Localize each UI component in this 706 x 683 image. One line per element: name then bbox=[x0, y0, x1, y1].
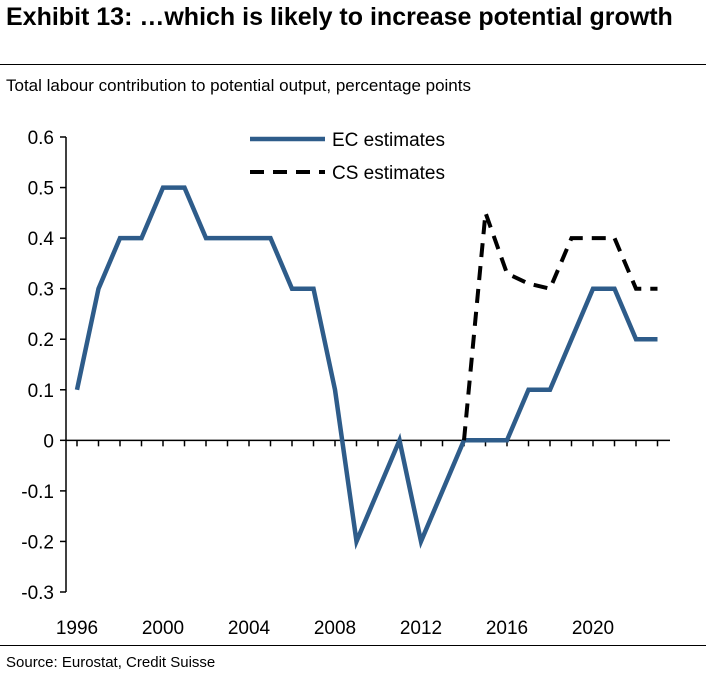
y-tick-label: 0.5 bbox=[28, 179, 54, 200]
source-note: Source: Eurostat, Credit Suisse bbox=[6, 654, 216, 671]
x-tick-label: 2004 bbox=[228, 618, 271, 639]
x-tick-label: 2000 bbox=[142, 618, 184, 639]
y-tick-label: 0 bbox=[43, 431, 54, 452]
title-divider bbox=[0, 64, 706, 65]
x-tick-label: 2012 bbox=[400, 618, 442, 639]
chart-subtitle: Total labour contribution to potential o… bbox=[6, 76, 471, 95]
y-tick-label: 0.3 bbox=[28, 280, 54, 301]
y-tick-label: 0.4 bbox=[28, 229, 55, 250]
series-line-ec-estimates bbox=[74, 185, 658, 550]
series-line-cs-estimates bbox=[462, 212, 658, 441]
x-tick-label: 2020 bbox=[572, 618, 614, 639]
legend-label: EC estimates bbox=[332, 130, 445, 151]
x-tick-label: 2008 bbox=[314, 618, 356, 639]
y-tick-label: 0.1 bbox=[28, 381, 54, 402]
y-tick-label: -0.2 bbox=[21, 532, 54, 553]
legend-label: CS estimates bbox=[332, 163, 445, 184]
y-tick-label: 0.6 bbox=[28, 128, 54, 149]
x-tick-label: 2016 bbox=[486, 618, 528, 639]
chart-title: Exhibit 13: …which is likely to increase… bbox=[6, 3, 673, 31]
y-tick-label: -0.3 bbox=[21, 583, 54, 604]
x-tick-label: 1996 bbox=[56, 618, 98, 639]
y-tick-label: 0.2 bbox=[28, 330, 54, 351]
footer-divider bbox=[0, 645, 706, 646]
y-tick-label: -0.1 bbox=[21, 482, 54, 503]
